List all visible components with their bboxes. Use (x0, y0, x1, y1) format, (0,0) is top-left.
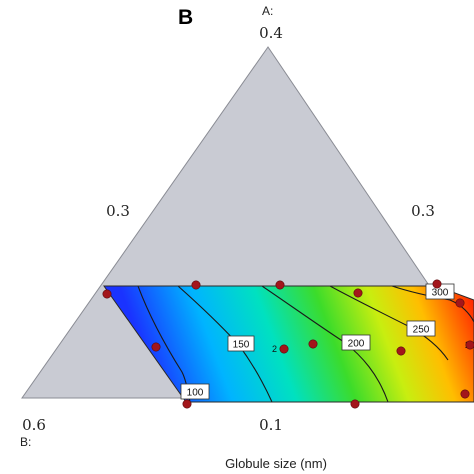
surface-outline (103, 285, 474, 403)
design-point (279, 344, 289, 354)
design-points (102, 279, 474, 409)
design-point (460, 389, 470, 399)
contour-line-300 (391, 286, 474, 323)
vertex-b-label: B: (20, 435, 31, 449)
contour-label-box-200 (341, 334, 371, 351)
contour-label-300: 300 (432, 288, 449, 299)
contour-label-200: 200 (348, 339, 365, 350)
design-point (432, 279, 442, 289)
design-point (102, 289, 112, 299)
design-point (151, 342, 161, 352)
vertex-c-value: 0.1 (259, 416, 283, 434)
contour-label-250: 250 (413, 325, 430, 336)
design-point (275, 280, 285, 290)
design-point (353, 288, 363, 298)
design-point (350, 399, 360, 409)
response-surface (104, 286, 474, 402)
design-point (308, 339, 318, 349)
panel-label: B (178, 6, 193, 29)
stray-contour-label-1: 2 (272, 344, 277, 354)
chart-title: Globule size (nm) (225, 456, 327, 471)
contour-label-100: 100 (187, 388, 204, 399)
design-point (465, 340, 474, 350)
vertex-b-value: 0.6 (22, 416, 46, 434)
vertex-a-value: 0.4 (259, 24, 283, 42)
design-point (396, 346, 406, 356)
design-point (182, 399, 192, 409)
left-tick-label: 0.3 (106, 202, 130, 220)
contour-label-150: 150 (233, 340, 250, 351)
contour-label-box-100 (180, 383, 210, 400)
design-point (191, 280, 201, 290)
contour-label-box-250 (406, 320, 436, 337)
design-point (455, 298, 465, 308)
right-tick-label: 0.3 (411, 202, 435, 220)
vertex-a-label: A: (262, 4, 273, 18)
contour-label-box-150 (227, 335, 255, 352)
